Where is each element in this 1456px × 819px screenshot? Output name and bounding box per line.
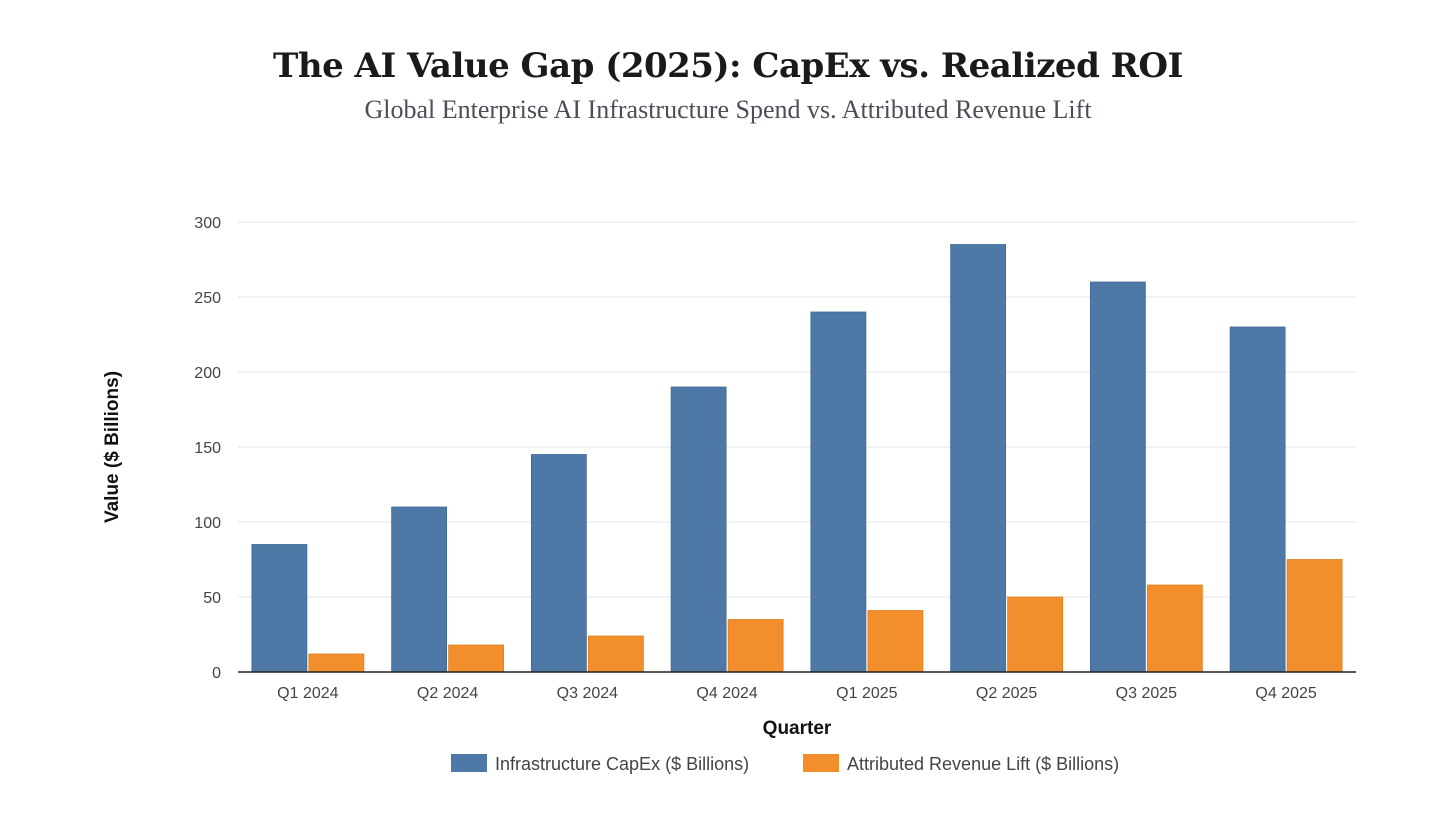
revenue-lift-bar-q1-2025 (867, 610, 924, 673)
revenue-lift-legend-label: Attributed Revenue Lift ($ Billions) (847, 754, 1119, 774)
capex-bar-q3-2024 (530, 454, 587, 673)
y-tick-label: 300 (194, 215, 221, 232)
bars (251, 244, 1343, 673)
x-tick-labels: Q1 2024 Q2 2024 Q3 2024 Q4 2024 Q1 2025 Q2 20… (277, 685, 1317, 702)
x-tick-label: Q2 2025 (976, 685, 1037, 702)
x-tick-label: Q2 2024 (417, 685, 478, 702)
y-tick-label: 0 (212, 665, 221, 682)
legend: Infrastructure CapEx ($ Billions) Attribu… (451, 754, 1119, 774)
y-tick-label: 100 (194, 515, 221, 532)
revenue-lift-bar-q2-2024 (448, 644, 505, 673)
revenue-lift-bar-q3-2025 (1146, 584, 1203, 673)
x-tick-label: Q1 2024 (277, 685, 338, 702)
y-tick-label: 50 (203, 590, 221, 607)
capex-legend-label: Infrastructure CapEx ($ Billions) (495, 754, 749, 774)
revenue-lift-legend-swatch (803, 754, 839, 772)
x-tick-label: Q1 2025 (836, 685, 897, 702)
revenue-lift-bar-q1-2024 (308, 653, 365, 673)
x-tick-label: Q3 2025 (1116, 685, 1177, 702)
x-tick-label: Q4 2024 (696, 685, 757, 702)
chart-subtitle: Global Enterprise AI Infrastructure Spen… (364, 95, 1092, 124)
capex-bar-q4-2025 (1229, 326, 1286, 673)
y-tick-label: 150 (194, 440, 221, 457)
revenue-lift-bar-q4-2025 (1286, 559, 1343, 673)
capex-bar-q2-2024 (391, 506, 448, 673)
capex-bar-q3-2025 (1089, 281, 1146, 673)
capex-legend-swatch (451, 754, 487, 772)
chart-title: The AI Value Gap (2025): CapEx vs. Reali… (273, 46, 1183, 86)
y-tick-labels: 0 50 100 150 200 250 300 (194, 215, 221, 682)
revenue-lift-bar-q2-2025 (1007, 596, 1064, 673)
capex-bar-q2-2025 (950, 244, 1007, 673)
capex-bar-q1-2025 (810, 311, 867, 673)
x-tick-label: Q3 2024 (557, 685, 618, 702)
revenue-lift-bar-q3-2024 (587, 635, 644, 673)
y-tick-label: 250 (194, 290, 221, 307)
x-axis-title: Quarter (763, 718, 832, 739)
revenue-lift-bar-q4-2024 (727, 619, 784, 673)
x-tick-label: Q4 2025 (1255, 685, 1316, 702)
y-tick-label: 200 (194, 365, 221, 382)
y-axis-title: Value ($ Billions) (102, 371, 123, 523)
capex-bar-q1-2024 (251, 544, 308, 673)
capex-bar-q4-2024 (670, 386, 727, 673)
